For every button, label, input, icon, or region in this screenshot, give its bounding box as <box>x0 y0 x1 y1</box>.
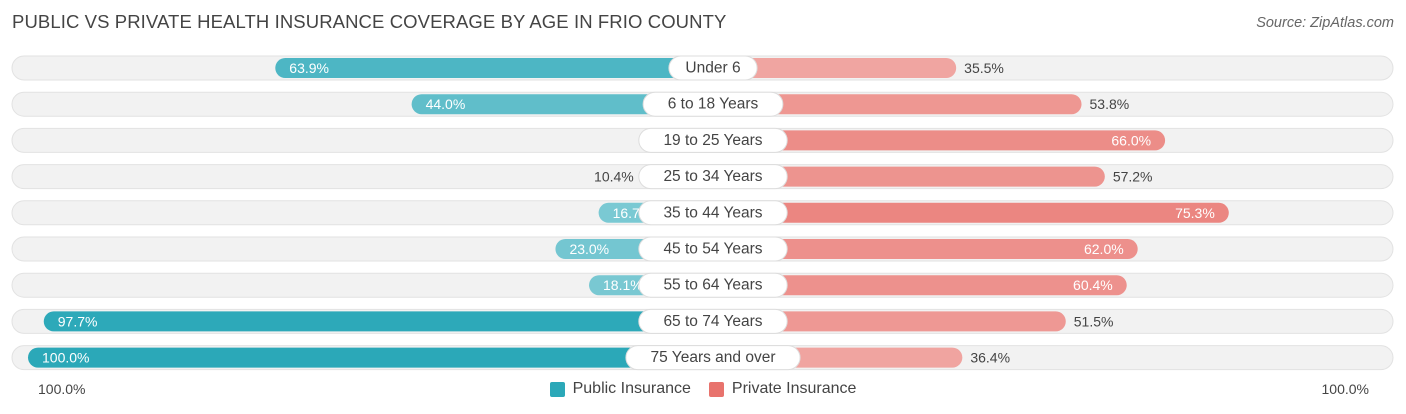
category-label: 55 to 64 Years <box>663 277 762 294</box>
private-bar <box>713 58 957 78</box>
public-bar <box>28 347 713 368</box>
public-value-label: 44.0% <box>426 96 466 112</box>
legend-item-public: Public Insurance <box>549 380 691 398</box>
public-value-label: 18.1% <box>603 277 643 293</box>
category-label: 75 Years and over <box>651 349 776 366</box>
private-value-label: 66.0% <box>1111 132 1151 148</box>
legend: Public Insurance Private Insurance <box>0 380 1406 398</box>
category-label: 25 to 34 Years <box>663 168 762 185</box>
legend-label-private: Private Insurance <box>731 380 857 397</box>
private-value-label: 75.3% <box>1175 205 1215 221</box>
chart-canvas: 63.9% 35.5% Under 6 44.0% 53.8% 6 to 18 Years… <box>11 55 1394 371</box>
axis-left-label: 100.0% <box>38 381 86 397</box>
chart-title: PUBLIC VS PRIVATE HEALTH INSURANCE COVER… <box>12 11 727 32</box>
public-bar <box>411 94 713 115</box>
category-pill <box>638 164 788 190</box>
public-value-label: 100.0% <box>42 350 89 366</box>
private-value-label: 53.8% <box>1090 96 1130 112</box>
private-bar <box>713 275 1127 296</box>
legend-swatch-private <box>708 381 724 397</box>
category-pill <box>638 272 788 298</box>
category-label: 65 to 74 Years <box>663 313 762 330</box>
private-bar <box>713 202 1229 223</box>
private-bar <box>713 239 1138 259</box>
category-label: 19 to 25 Years <box>663 132 762 149</box>
public-value-label: 97.7% <box>58 313 98 329</box>
private-value-label: 60.4% <box>1073 277 1113 293</box>
source-label: Source: ZipAtlas.com <box>1256 15 1394 31</box>
category-pill <box>638 236 788 262</box>
private-bar <box>713 94 1082 115</box>
legend-item-private: Private Insurance <box>708 380 857 398</box>
private-value-label: 57.2% <box>1113 169 1153 185</box>
private-value-label: 62.0% <box>1084 241 1124 257</box>
legend-label-public: Public Insurance <box>572 380 691 397</box>
category-label: Under 6 <box>685 60 740 77</box>
private-value-label: 36.4% <box>970 350 1010 366</box>
category-pill <box>642 91 784 117</box>
axis-right-label: 100.0% <box>1321 381 1369 397</box>
category-label: 6 to 18 Years <box>668 96 759 113</box>
category-pill <box>638 127 788 153</box>
category-pill <box>638 308 788 334</box>
private-value-label: 35.5% <box>964 60 1004 76</box>
category-pill <box>668 55 758 81</box>
private-bar <box>713 311 1066 332</box>
legend-swatch-public <box>549 381 565 397</box>
private-bar <box>713 166 1105 187</box>
public-value-label: 10.4% <box>594 169 634 185</box>
category-label: 35 to 44 Years <box>663 204 762 221</box>
public-bar <box>275 58 713 78</box>
public-value-label: 23.0% <box>569 241 609 257</box>
category-pill <box>625 345 801 371</box>
public-value-label: 63.9% <box>289 60 329 76</box>
private-bar <box>713 130 1166 151</box>
public-bar <box>43 311 713 332</box>
private-value-label: 51.5% <box>1074 313 1114 329</box>
category-label: 45 to 54 Years <box>663 241 762 258</box>
category-pill <box>638 200 788 226</box>
